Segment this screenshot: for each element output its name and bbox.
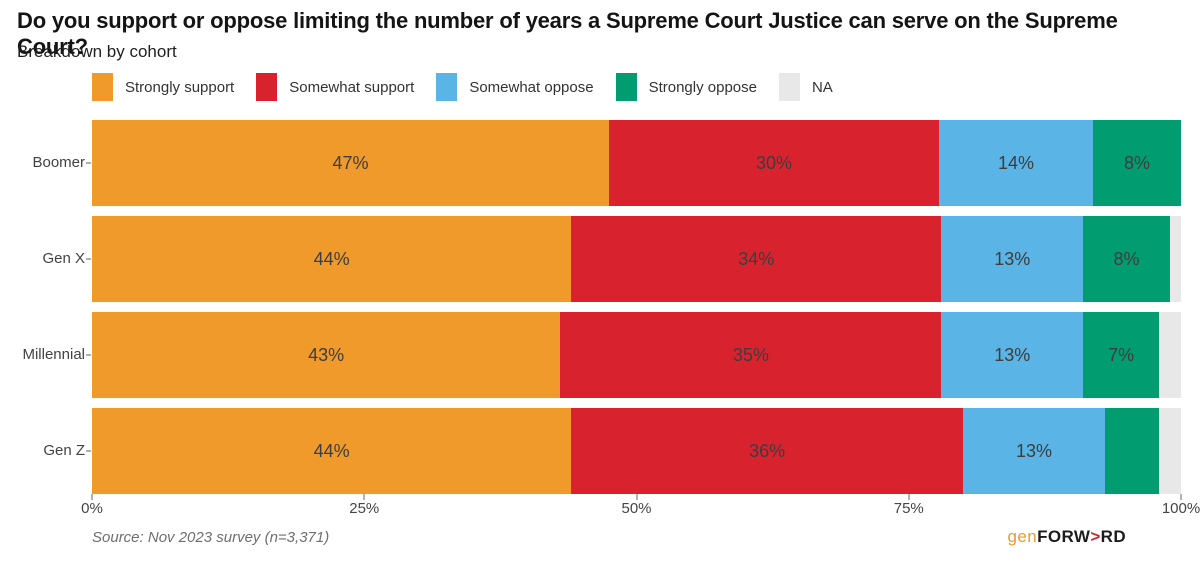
bar-segment: 13% (941, 312, 1083, 398)
bar-row: 47% 30% 14% 8% (92, 120, 1181, 206)
y-axis-label: Gen Z (43, 442, 85, 459)
bar-segment (1159, 408, 1181, 494)
y-axis-tick (86, 162, 91, 164)
x-axis-tick (907, 494, 910, 500)
legend-label: Somewhat support (289, 78, 415, 96)
bar-segment-label: 35% (732, 344, 769, 365)
y-axis-tick (86, 354, 91, 356)
legend-swatch-icon (256, 73, 278, 101)
bar-segment: 8% (1082, 216, 1171, 302)
x-axis-tick (363, 494, 366, 500)
bar-segment-label: 34% (738, 248, 775, 269)
bar-segment-label: 13% (994, 344, 1031, 365)
bar-segment-label: 14% (997, 152, 1035, 173)
legend-item: Somewhat support (256, 73, 414, 101)
bar-segment-label: 36% (749, 440, 786, 461)
bar-segment: 43% (92, 312, 561, 398)
chart-subtitle: Breakdown by cohort (17, 42, 177, 61)
legend-item: NA (778, 73, 833, 101)
legend-label: NA (811, 78, 833, 96)
y-axis-label: Millennial (22, 346, 85, 363)
bar-segment: 8% (1093, 120, 1181, 206)
chart-title: Do you support or oppose limiting the nu… (17, 8, 1118, 59)
bar-segment-label: 44% (313, 440, 350, 461)
bar-segment-label: 13% (1015, 440, 1052, 461)
logo-gen: gen (1007, 527, 1038, 546)
x-axis-tick-label: 50% (621, 500, 652, 517)
x-axis-tick-label: 25% (349, 500, 380, 517)
bar-segment (1170, 216, 1181, 302)
bar-segment: 13% (963, 408, 1105, 494)
y-axis-label: Gen X (42, 250, 85, 267)
legend: Strongly support Somewhat support Somewhat… (92, 73, 833, 101)
bar-segment: 7% (1082, 312, 1160, 398)
bar-row: 44% 36% 13% (92, 408, 1181, 494)
legend-label: Strongly oppose (648, 78, 757, 96)
logo-arrow-icon: > (1090, 527, 1101, 546)
x-axis-tick (91, 494, 93, 500)
bar-segment-label: 8% (1113, 248, 1140, 269)
y-axis-tick (86, 258, 91, 260)
logo-rd: RD (1100, 527, 1126, 546)
genforward-logo: genFORW>RD (1008, 527, 1127, 547)
bar-segment: 44% (92, 216, 572, 302)
bar-segment-label: 44% (313, 248, 350, 269)
legend-label: Somewhat oppose (469, 78, 594, 96)
bar-segment: 35% (560, 312, 942, 398)
legend-item: Strongly support (92, 73, 234, 101)
bar-row: 43% 35% 13% 7% (92, 312, 1181, 398)
x-axis-tick-label: 100% (1161, 500, 1200, 517)
bar-row: 44% 34% 13% 8% (92, 216, 1181, 302)
x-axis-tick-label: 75% (893, 500, 924, 517)
bar-segment: 36% (571, 408, 964, 494)
legend-label: Strongly support (125, 78, 235, 96)
x-axis-tick (635, 494, 638, 500)
legend-item: Strongly oppose (615, 73, 757, 101)
bar-segment (1159, 312, 1181, 398)
bar-segment-label: 47% (332, 152, 369, 173)
bar-segment: 34% (571, 216, 942, 302)
y-axis-label: Boomer (32, 154, 85, 171)
bar-segment (1104, 408, 1160, 494)
bar-segment-label: 13% (994, 248, 1031, 269)
bar-segment: 14% (939, 120, 1093, 206)
bar-segment: 47% (92, 120, 609, 206)
legend-swatch-icon (615, 73, 637, 101)
bar-segment: 13% (941, 216, 1083, 302)
legend-swatch-icon (436, 73, 458, 101)
bar-segment-label: 8% (1123, 152, 1150, 173)
plot-area: 47% 30% 14% 8% 44% 34% 13% 8% 43% 35% 13% 7% 44% 36% 1… (92, 120, 1181, 494)
bar-segment-label: 30% (755, 152, 793, 173)
legend-swatch-icon (778, 73, 800, 101)
logo-forw: FORW (1037, 527, 1091, 546)
x-axis-tick-label: 0% (81, 500, 103, 517)
bar-segment: 44% (92, 408, 572, 494)
x-axis-tick (1180, 494, 1182, 500)
legend-item: Somewhat oppose (436, 73, 594, 101)
bar-segment-label: 43% (308, 344, 345, 365)
y-axis-tick (86, 450, 91, 452)
bar-segment-label: 7% (1108, 344, 1135, 365)
source-note: Source: Nov 2023 survey (n=3,371) (92, 529, 330, 546)
bar-segment: 30% (609, 120, 939, 206)
legend-swatch-icon (92, 73, 113, 101)
